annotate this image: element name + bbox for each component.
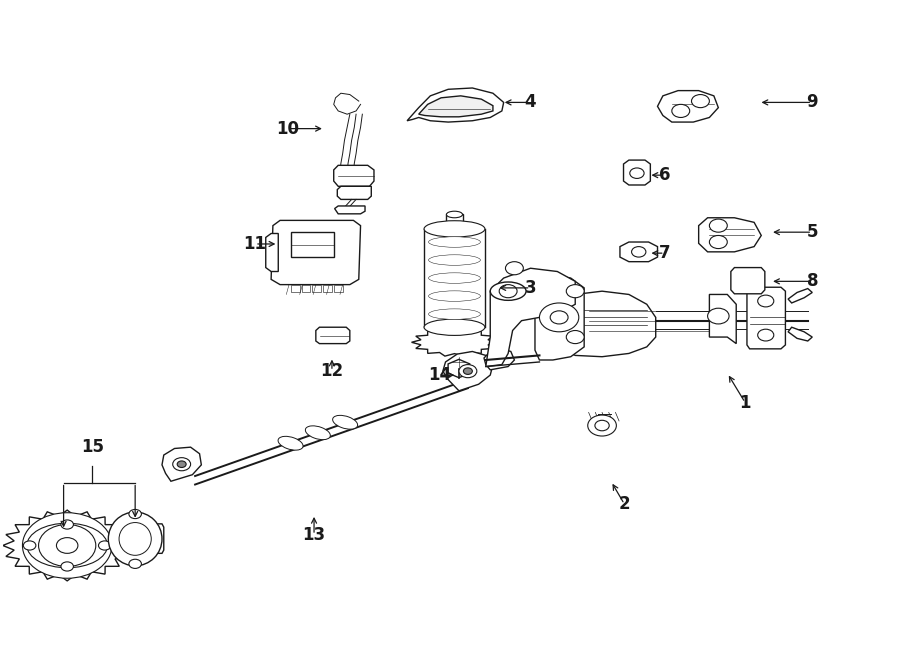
Circle shape: [566, 330, 584, 344]
Circle shape: [506, 262, 523, 275]
Circle shape: [129, 510, 141, 519]
Ellipse shape: [428, 254, 481, 265]
Text: 7: 7: [659, 244, 670, 262]
Polygon shape: [709, 294, 736, 344]
Ellipse shape: [305, 426, 330, 440]
Polygon shape: [620, 242, 658, 262]
Polygon shape: [443, 352, 493, 391]
Ellipse shape: [428, 291, 481, 301]
Polygon shape: [484, 349, 515, 369]
Circle shape: [539, 303, 579, 332]
Ellipse shape: [424, 221, 485, 237]
Polygon shape: [658, 91, 718, 122]
Circle shape: [709, 219, 727, 232]
Polygon shape: [291, 285, 300, 292]
Circle shape: [630, 168, 644, 178]
Polygon shape: [335, 206, 365, 214]
Polygon shape: [698, 217, 761, 252]
Polygon shape: [448, 360, 470, 377]
Polygon shape: [592, 417, 612, 434]
Circle shape: [459, 365, 477, 377]
Polygon shape: [162, 447, 202, 481]
Polygon shape: [486, 268, 575, 367]
Ellipse shape: [424, 319, 485, 335]
Ellipse shape: [27, 524, 107, 568]
Text: 12: 12: [320, 362, 344, 380]
Circle shape: [758, 329, 774, 341]
Circle shape: [632, 247, 646, 257]
Ellipse shape: [428, 273, 481, 284]
Circle shape: [709, 235, 727, 249]
Polygon shape: [312, 285, 321, 292]
Text: 15: 15: [81, 438, 104, 456]
Polygon shape: [334, 285, 343, 292]
Text: 1: 1: [740, 393, 751, 412]
Ellipse shape: [446, 212, 463, 217]
Text: 5: 5: [806, 223, 818, 241]
Circle shape: [22, 513, 112, 578]
Text: 11: 11: [244, 235, 266, 253]
Ellipse shape: [108, 512, 162, 566]
Circle shape: [61, 520, 74, 529]
Circle shape: [57, 537, 78, 553]
Circle shape: [129, 559, 141, 568]
Polygon shape: [407, 88, 504, 122]
Polygon shape: [731, 268, 765, 293]
Polygon shape: [553, 292, 656, 357]
Text: 6: 6: [659, 166, 670, 184]
Circle shape: [500, 285, 518, 297]
Text: 8: 8: [806, 272, 818, 290]
Circle shape: [61, 562, 74, 571]
Circle shape: [23, 541, 36, 550]
Polygon shape: [338, 186, 372, 200]
Circle shape: [464, 368, 472, 374]
Polygon shape: [3, 510, 131, 581]
Text: 9: 9: [806, 93, 818, 112]
Ellipse shape: [428, 309, 481, 319]
Circle shape: [671, 104, 689, 118]
Bar: [446, 214, 463, 229]
Polygon shape: [316, 327, 350, 344]
Circle shape: [691, 95, 709, 108]
Ellipse shape: [491, 282, 526, 300]
Text: 4: 4: [525, 93, 536, 112]
Text: 3: 3: [525, 279, 536, 297]
Polygon shape: [788, 289, 812, 303]
Text: 13: 13: [302, 526, 326, 544]
Ellipse shape: [333, 415, 357, 429]
Circle shape: [39, 525, 95, 566]
Polygon shape: [535, 275, 584, 360]
Circle shape: [588, 415, 617, 436]
Text: 14: 14: [428, 366, 451, 384]
Polygon shape: [271, 220, 361, 285]
Polygon shape: [747, 288, 786, 349]
Polygon shape: [323, 285, 332, 292]
Polygon shape: [146, 524, 164, 553]
Ellipse shape: [119, 523, 151, 555]
Polygon shape: [788, 327, 812, 341]
Circle shape: [566, 285, 584, 297]
Ellipse shape: [428, 237, 481, 247]
Circle shape: [98, 541, 111, 550]
Text: 2: 2: [618, 495, 630, 513]
Circle shape: [550, 311, 568, 324]
Polygon shape: [302, 285, 310, 292]
Polygon shape: [266, 233, 278, 272]
Circle shape: [758, 295, 774, 307]
Circle shape: [173, 457, 191, 471]
Polygon shape: [418, 96, 493, 117]
Circle shape: [595, 420, 609, 431]
Text: 10: 10: [275, 120, 299, 137]
Polygon shape: [334, 165, 374, 186]
Polygon shape: [624, 160, 651, 185]
Ellipse shape: [278, 436, 303, 450]
Polygon shape: [411, 329, 498, 356]
Circle shape: [707, 308, 729, 324]
Bar: [291, 232, 334, 257]
Circle shape: [177, 461, 186, 467]
